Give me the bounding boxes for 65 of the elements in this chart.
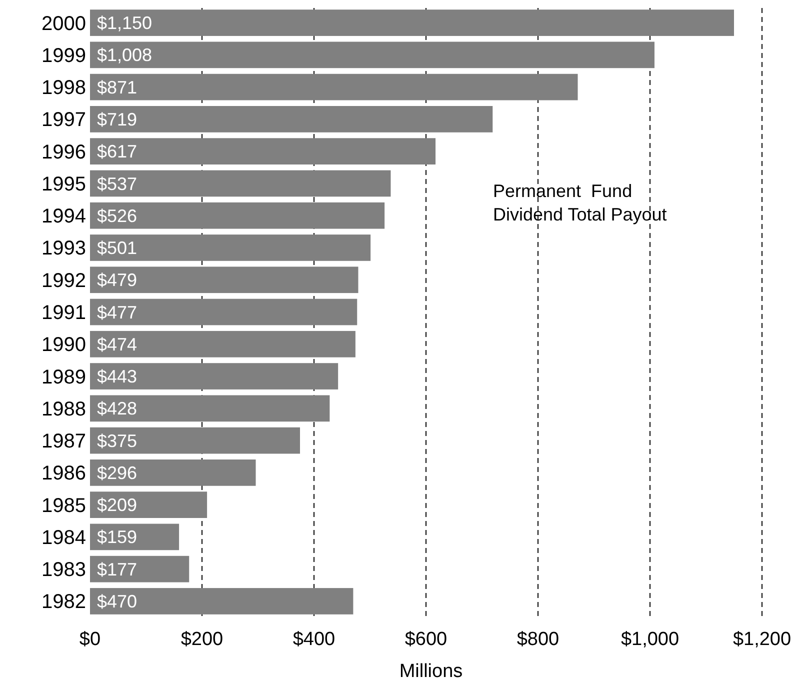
x-tick-label: $800 <box>516 629 560 650</box>
data-label: $501 <box>97 238 138 258</box>
y-tick-label: 1992 <box>42 270 86 292</box>
y-tick-label: 1985 <box>42 494 86 517</box>
y-tick-label: 1993 <box>42 238 86 260</box>
y-tick-label: 1987 <box>42 430 86 453</box>
y-tick-label: 1991 <box>42 302 86 324</box>
bar <box>90 298 358 326</box>
data-label: $537 <box>97 174 138 194</box>
data-label: $617 <box>97 142 138 162</box>
data-label: $470 <box>97 592 138 612</box>
y-tick-label: 1994 <box>42 206 86 228</box>
annotation: Permanent Fund Dividend Total Payout <box>493 181 667 224</box>
bar <box>90 492 208 518</box>
y-tick-label: 1990 <box>42 334 86 356</box>
data-label: $296 <box>97 462 138 483</box>
data-label: $428 <box>97 398 138 419</box>
x-tick-label: $1,200 <box>732 629 792 650</box>
y-tick-label: 1999 <box>42 44 86 67</box>
y-tick-label: 1984 <box>42 526 86 549</box>
bar <box>90 363 338 390</box>
bar <box>90 588 354 614</box>
y-tick-label: 1995 <box>42 173 86 196</box>
bar <box>90 556 190 582</box>
x-tick-label: $0 <box>79 629 101 650</box>
data-label: $209 <box>97 495 138 516</box>
data-label: $159 <box>97 527 138 548</box>
bar <box>90 202 385 229</box>
bar <box>90 106 493 132</box>
data-label: $719 <box>97 109 138 130</box>
data-label: $177 <box>97 559 138 580</box>
data-label: $1,008 <box>97 45 152 66</box>
y-tick-label: 1982 <box>42 591 86 614</box>
y-tick-label: 1986 <box>42 462 86 485</box>
y-tick-label: 1996 <box>42 141 86 164</box>
bar <box>90 460 256 486</box>
bar <box>90 266 358 294</box>
bar <box>90 42 654 68</box>
y-tick-label: 1983 <box>42 559 86 582</box>
data-label: $871 <box>97 77 138 98</box>
bar <box>90 427 300 454</box>
bar <box>90 74 578 100</box>
x-tick-label: $600 <box>404 629 448 650</box>
y-tick-label: 2000 <box>42 12 86 35</box>
data-label: $526 <box>97 206 138 226</box>
y-tick-label: 1997 <box>42 109 86 132</box>
data-label: $1,150 <box>97 13 152 34</box>
data-label: $477 <box>97 302 138 322</box>
y-tick-label: 1989 <box>42 366 86 388</box>
bar <box>90 170 391 197</box>
x-axis-title: Millions <box>399 661 463 682</box>
bar <box>90 395 330 422</box>
x-tick-label: $400 <box>292 629 336 650</box>
bar <box>90 10 734 36</box>
data-label: $474 <box>97 334 138 354</box>
x-tick-label: $1,000 <box>620 629 680 650</box>
bar <box>90 138 436 164</box>
bar <box>90 330 356 358</box>
data-label: $443 <box>97 366 138 387</box>
x-tick-label: $200 <box>180 629 224 650</box>
y-tick-label: 1988 <box>42 398 86 420</box>
bar <box>90 234 371 261</box>
y-tick-label: 1998 <box>42 77 86 100</box>
data-label: $375 <box>97 430 138 451</box>
data-label: $479 <box>97 270 138 290</box>
